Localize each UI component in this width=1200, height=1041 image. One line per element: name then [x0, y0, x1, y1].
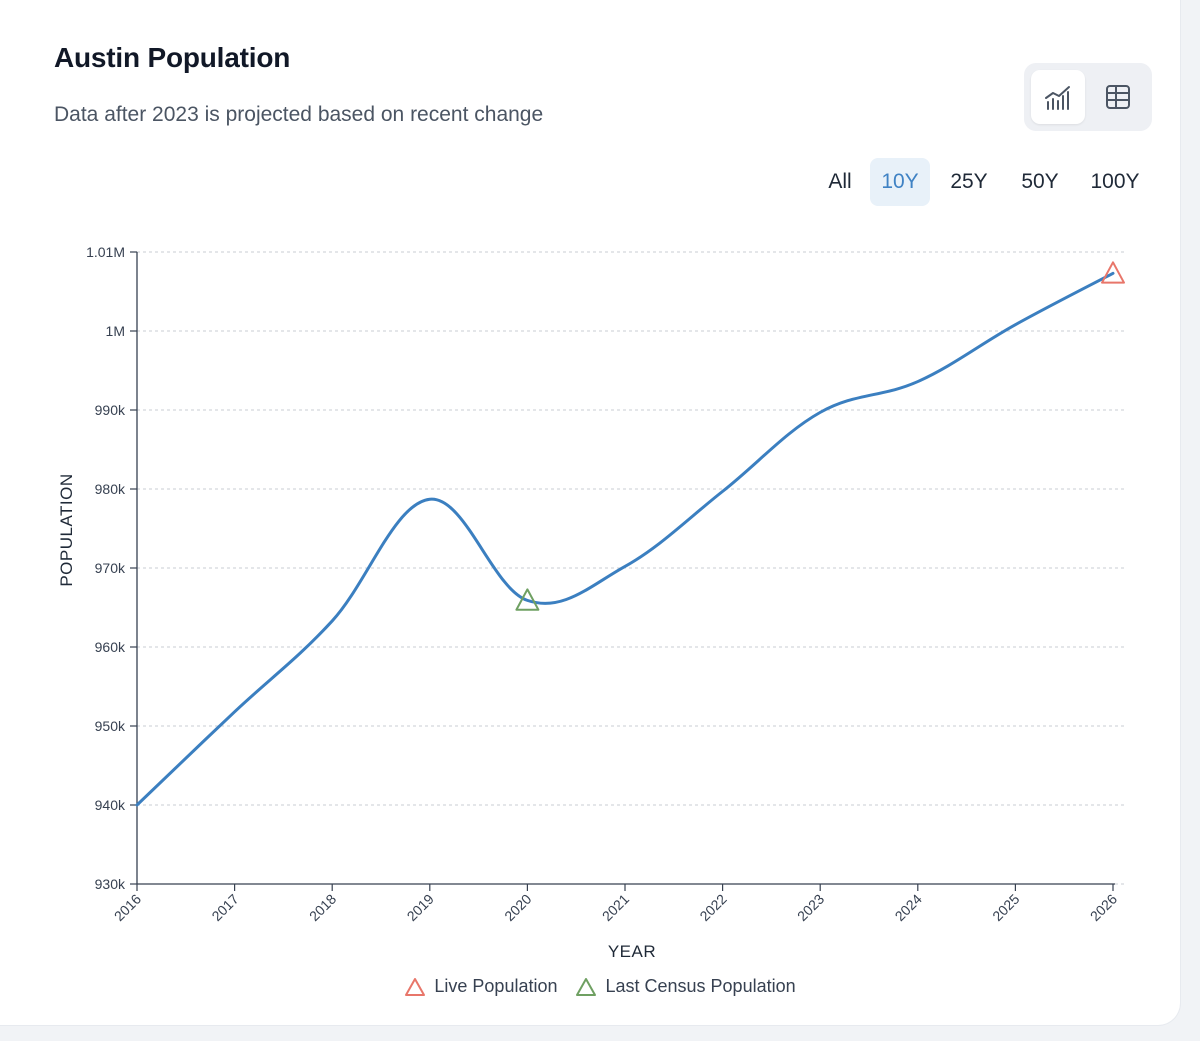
triangle-icon	[576, 977, 597, 996]
census-population-marker	[515, 588, 540, 611]
legend-label-live: Live Population	[434, 976, 558, 996]
y-tick-label: 940k	[95, 797, 126, 813]
x-tick-label: 2016	[111, 891, 144, 924]
population-card: Austin Population Data after 2023 is pro…	[0, 0, 1180, 1025]
line-chart-icon	[1045, 86, 1070, 110]
legend-item-census[interactable]: Last Census Population	[575, 976, 796, 997]
x-tick-label: 2023	[794, 891, 827, 924]
x-tick-label: 2024	[892, 891, 925, 924]
x-tick-label: 2022	[696, 891, 729, 924]
y-tick-label: 930k	[95, 876, 126, 892]
range-tab-50y[interactable]: 50Y	[1021, 170, 1059, 193]
chart-axes: 930k 940k 950k 960k 970k 980k 990k 1M 1.01M 2016 2…	[86, 244, 1120, 924]
y-axis-label: POPULATION	[57, 473, 76, 586]
x-axis-label: YEAR	[608, 942, 656, 961]
live-population-marker	[1101, 261, 1125, 284]
chart-view-button[interactable]	[1031, 70, 1085, 124]
view-toggle	[1024, 63, 1152, 131]
y-tick-label: 980k	[95, 481, 126, 497]
chart-markers	[515, 261, 1125, 611]
x-tick-label: 2025	[989, 891, 1022, 924]
y-tick-label: 960k	[95, 639, 126, 655]
y-tick-label: 990k	[95, 402, 126, 418]
legend-item-live[interactable]: Live Population	[404, 976, 557, 997]
range-tab-25y[interactable]: 25Y	[950, 170, 988, 193]
x-tick-label: 2019	[404, 891, 437, 924]
page-subtitle: Data after 2023 is projected based on re…	[54, 103, 544, 126]
x-tick-label: 2020	[501, 891, 534, 924]
x-tick-label: 2017	[208, 891, 241, 924]
table-view-button[interactable]	[1091, 70, 1145, 124]
chart-legend: Live Population Last Census Population	[0, 976, 1200, 997]
x-tick-label: 2021	[599, 891, 632, 924]
range-tab-10y[interactable]: 10Y	[870, 158, 930, 206]
legend-label-census: Last Census Population	[605, 976, 796, 996]
triangle-icon	[405, 977, 426, 996]
table-icon	[1106, 85, 1130, 109]
y-tick-label: 1M	[106, 323, 125, 339]
y-tick-label: 1.01M	[86, 244, 125, 260]
chart-series	[135, 271, 1115, 807]
page-title: Austin Population	[54, 42, 291, 73]
x-tick-label: 2026	[1087, 891, 1120, 924]
y-tick-label: 970k	[95, 560, 126, 576]
population-line	[135, 271, 1115, 807]
range-tab-100y[interactable]: 100Y	[1090, 170, 1140, 193]
x-tick-label: 2018	[306, 891, 339, 924]
range-tab-all[interactable]: All	[828, 170, 852, 193]
y-tick-label: 950k	[95, 718, 126, 734]
